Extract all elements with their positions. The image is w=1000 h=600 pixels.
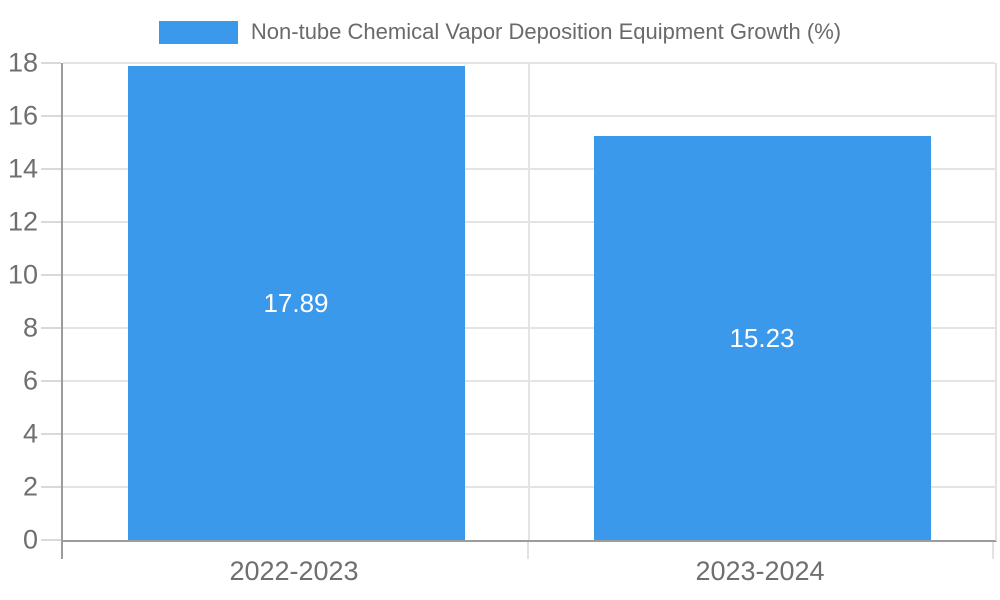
x-tick-mark (527, 542, 529, 559)
y-tick-label-4: 4 (22, 418, 38, 449)
legend-color-swatch (158, 20, 238, 44)
x-tick-label-2022-2023: 2022-2023 (229, 556, 359, 586)
y-tick-mark (41, 380, 61, 382)
y-tick-label-14: 14 (7, 153, 38, 184)
gridline-category-divider (528, 63, 530, 540)
y-tick-label-16: 16 (7, 100, 38, 131)
y-tick-mark (41, 62, 61, 64)
y-tick-mark (41, 539, 61, 541)
y-tick-mark (41, 486, 61, 488)
y-tick-label-8: 8 (22, 312, 38, 343)
y-tick-mark (41, 327, 61, 329)
bar-2023-2024[interactable]: 15.23 (593, 136, 931, 540)
y-tick-mark (41, 274, 61, 276)
y-tick-label-10: 10 (7, 259, 38, 290)
y-tick-mark (41, 168, 61, 170)
y-tick-label-6: 6 (22, 365, 38, 396)
legend-label: Non-tube Chemical Vapor Deposition Equip… (250, 19, 842, 44)
bar-2022-2023[interactable]: 17.89 (127, 65, 465, 540)
y-tick-mark (41, 115, 61, 117)
bar-value-label: 15.23 (729, 323, 795, 354)
legend[interactable]: Non-tube Chemical Vapor Deposition Equip… (0, 18, 1000, 46)
y-tick-label-2: 2 (22, 471, 38, 502)
x-tick-mark (992, 542, 994, 559)
x-tick-mark (61, 542, 63, 559)
plot-area: 17.89 15.23 (61, 62, 997, 542)
y-tick-mark (41, 433, 61, 435)
y-tick-mark (41, 221, 61, 223)
bar-value-label: 17.89 (263, 287, 329, 318)
y-tick-label-0: 0 (22, 524, 38, 555)
y-tick-label-12: 12 (7, 206, 38, 237)
x-tick-label-2023-2024: 2023-2024 (695, 556, 825, 586)
y-tick-label-18: 18 (7, 47, 38, 78)
